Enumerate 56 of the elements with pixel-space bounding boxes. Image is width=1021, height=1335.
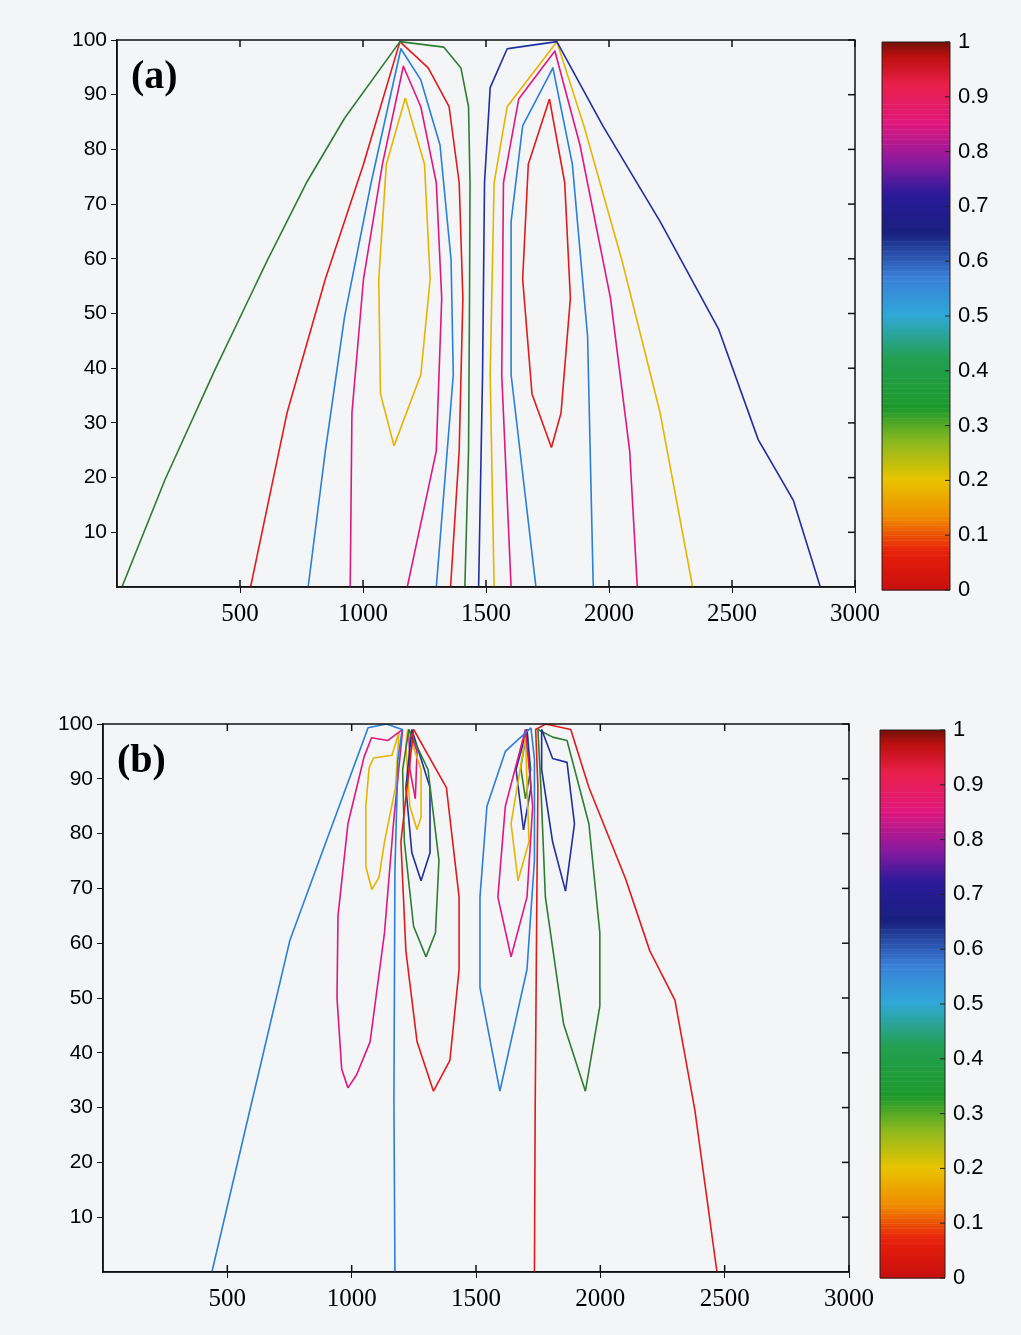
color-bar-label: 0.6 <box>958 247 989 273</box>
x-tick-label: 2000 <box>575 1283 626 1311</box>
color-bar-label: 1 <box>953 716 966 742</box>
y-tick-label: 90 <box>83 81 107 105</box>
color-bar-label: 0.2 <box>958 466 989 492</box>
color-bar-label: 0.9 <box>958 82 989 108</box>
x-tick-label: 3000 <box>824 1283 874 1311</box>
color-bar-label: 1 <box>958 28 971 54</box>
color-bar-label: 0.7 <box>953 880 984 906</box>
color-bar-label: 0 <box>958 576 971 602</box>
y-tick-label: 20 <box>83 464 107 488</box>
color-bar-label: 0.8 <box>953 825 984 851</box>
x-tick-label: 1500 <box>461 598 511 626</box>
x-tick-label: 2500 <box>699 1283 750 1311</box>
y-tick-label: 80 <box>83 136 107 160</box>
y-tick-label: 60 <box>69 930 93 953</box>
color-bar-label: 0.1 <box>953 1209 984 1235</box>
x-tick-label: 2500 <box>707 598 757 626</box>
y-tick-label: 10 <box>83 519 107 543</box>
y-tick-label: 50 <box>83 300 107 324</box>
x-tick-label: 1500 <box>451 1283 501 1311</box>
y-tick-label: 30 <box>83 409 107 433</box>
color-bar-label: 0 <box>953 1264 966 1290</box>
y-tick-label: 100 <box>57 710 93 734</box>
color-bar-label: 0.2 <box>953 1154 984 1180</box>
y-tick-label: 70 <box>69 875 93 899</box>
color-bar-label: 0.3 <box>953 1099 984 1125</box>
color-bar-label: 0.5 <box>958 302 989 328</box>
y-tick-label: 40 <box>69 1039 93 1063</box>
color-bar-label: 0.4 <box>953 1044 984 1070</box>
annotation: (b) <box>117 736 166 782</box>
y-tick-label: 40 <box>83 355 107 378</box>
y-tick-label: 10 <box>69 1204 93 1227</box>
color-bar-label: 0.4 <box>958 356 989 382</box>
color-bar-label: 0.8 <box>958 137 989 163</box>
y-tick-label: 50 <box>69 984 93 1008</box>
y-tick-label: 100 <box>71 26 107 50</box>
y-tick-label: 70 <box>83 190 107 214</box>
annotation: (a) <box>131 52 178 98</box>
y-tick-label: 80 <box>69 820 93 844</box>
color-bar-label: 0.5 <box>953 990 984 1016</box>
color-bar-label: 0.3 <box>958 411 989 437</box>
color-bar-label: 0.9 <box>953 770 984 796</box>
x-tick-label: 500 <box>208 1283 247 1311</box>
color-bar-label: 0.6 <box>953 935 984 961</box>
x-tick-label: 1000 <box>326 1283 377 1311</box>
y-tick-label: 20 <box>69 1149 93 1173</box>
x-tick-label: 1000 <box>338 598 388 626</box>
x-tick-label: 2000 <box>584 598 634 626</box>
color-bar-label: 0.7 <box>958 192 989 218</box>
y-tick-label: 90 <box>69 765 93 789</box>
x-tick-label: 500 <box>221 598 259 626</box>
color-bar-label: 0.1 <box>958 521 989 547</box>
x-tick-label: 3000 <box>830 598 880 626</box>
y-tick-label: 60 <box>83 245 107 269</box>
y-tick-label: 30 <box>69 1094 93 1118</box>
